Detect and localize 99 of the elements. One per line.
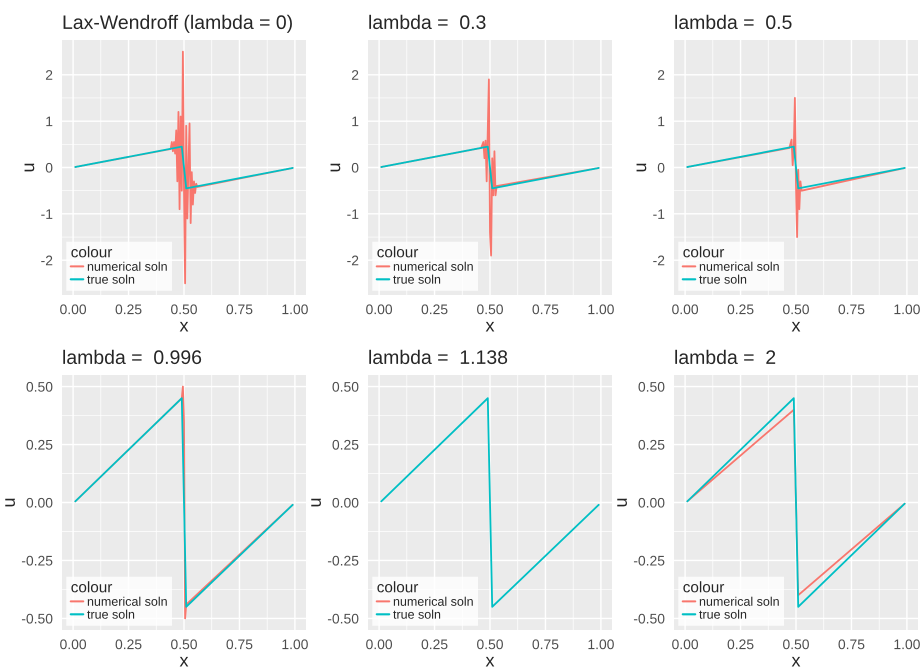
x-axis-title: x <box>792 322 800 332</box>
y-axis-title: u <box>617 498 627 506</box>
y-tick-label: -2 <box>653 256 664 266</box>
y-tick-label: -1 <box>41 209 52 219</box>
legend-title: colour <box>683 246 724 258</box>
x-tick-label: 0.00 <box>366 639 392 650</box>
y-tick-label: 0.00 <box>638 498 664 508</box>
y-tick-label: -1 <box>653 209 664 219</box>
y-tick-label: -2 <box>41 256 52 266</box>
chart-title: lambda = 0.3 <box>369 14 486 30</box>
y-tick-label: 0.25 <box>26 440 52 450</box>
legend-title: colour <box>71 246 112 258</box>
x-tick-label: 0.25 <box>422 304 448 314</box>
y-axis-title: u <box>330 164 340 172</box>
x-tick-label: 1.00 <box>894 639 920 650</box>
x-tick-label: 0.00 <box>672 639 698 650</box>
y-tick-label: 0.50 <box>638 382 664 392</box>
x-tick-label: 0.50 <box>783 304 809 314</box>
legend-label: numerical soln <box>700 596 779 606</box>
y-tick-label: -0.50 <box>328 614 358 624</box>
x-tick-label: 0.50 <box>477 639 503 650</box>
y-tick-label: 0.50 <box>332 382 358 392</box>
line-series <box>74 146 294 190</box>
y-tick-label: 0 <box>46 162 52 173</box>
x-tick-label: 0.25 <box>116 304 142 314</box>
x-axis-title: x <box>180 322 188 332</box>
x-tick-label: 1.00 <box>894 304 920 314</box>
x-tick-label: 0.75 <box>226 639 252 650</box>
y-tick-label: 0 <box>352 162 358 173</box>
x-tick-label: 0.25 <box>116 639 142 650</box>
legend-label: numerical soln <box>394 262 473 271</box>
x-tick-label: 0.75 <box>226 304 252 314</box>
x-tick-label: 1.00 <box>282 304 308 314</box>
legend-label: numerical soln <box>88 262 167 271</box>
y-axis-title: u <box>24 164 34 172</box>
x-tick-label: 0.25 <box>728 304 754 314</box>
y-tick-label: 0.00 <box>332 498 358 508</box>
x-tick-label: 0.75 <box>838 639 864 650</box>
x-tick-label: 0.25 <box>728 639 754 650</box>
y-tick-label: 1 <box>352 116 358 126</box>
y-tick-label: -1 <box>347 209 358 219</box>
legend-label: numerical soln <box>700 262 779 271</box>
x-tick-label: 0.25 <box>422 639 448 650</box>
x-axis-title: x <box>486 656 494 666</box>
x-tick-label: 0.00 <box>60 304 86 314</box>
x-tick-label: 1.00 <box>588 304 614 314</box>
x-tick-label: 0.00 <box>366 304 392 314</box>
legend-title: colour <box>377 246 418 258</box>
y-tick-label: -2 <box>347 256 358 266</box>
x-tick-label: 0.50 <box>171 639 197 650</box>
x-tick-label: 0.00 <box>672 304 698 314</box>
y-tick-label: 0.25 <box>638 440 664 450</box>
x-tick-label: 0.50 <box>171 304 197 314</box>
y-tick-label: -0.25 <box>328 556 358 566</box>
y-tick-label: 0.00 <box>26 498 52 508</box>
line-series <box>686 146 906 190</box>
x-tick-label: 0.75 <box>532 304 558 314</box>
y-tick-label: 1 <box>46 116 52 126</box>
legend-title: colour <box>71 581 112 592</box>
legend-title: colour <box>683 581 724 592</box>
x-tick-label: 0.75 <box>838 304 864 314</box>
chart-title: Lax-Wendroff (lambda = 0) <box>64 14 292 33</box>
x-axis-title: x <box>792 656 800 666</box>
y-tick-label: 0.25 <box>332 440 358 450</box>
x-tick-label: 1.00 <box>588 639 614 650</box>
legend-title: colour <box>377 581 418 592</box>
y-axis-title: u <box>636 164 646 172</box>
y-tick-label: 0.50 <box>26 382 52 392</box>
y-tick-label: 2 <box>658 70 664 80</box>
y-axis-title: u <box>5 498 15 506</box>
chart-title: lambda = 0.5 <box>675 14 792 30</box>
y-tick-label: -0.50 <box>634 614 664 624</box>
chart-title: lambda = 2 <box>675 350 776 364</box>
x-tick-label: 0.50 <box>477 304 503 314</box>
x-tick-label: 0.50 <box>783 639 809 650</box>
y-tick-label: -0.25 <box>22 556 52 566</box>
y-tick-label: 2 <box>46 70 52 80</box>
legend-label: true soln <box>699 610 746 619</box>
legend-label: true soln <box>393 274 440 284</box>
x-axis-title: x <box>486 322 494 332</box>
line-series <box>380 146 600 190</box>
y-tick-label: 1 <box>658 116 664 126</box>
legend-label: numerical soln <box>394 596 473 606</box>
y-tick-label: 2 <box>352 70 358 80</box>
legend-label: true soln <box>393 610 440 619</box>
legend-label: numerical soln <box>88 596 167 606</box>
x-tick-label: 0.00 <box>60 639 86 650</box>
legend-label: true soln <box>87 610 134 619</box>
chart-title: lambda = 0.996 <box>63 350 202 364</box>
y-tick-label: -0.25 <box>634 556 664 566</box>
legend-label: true soln <box>699 274 746 284</box>
x-axis-title: x <box>180 656 188 666</box>
y-axis-title: u <box>311 498 321 506</box>
x-tick-label: 0.75 <box>532 639 558 650</box>
chart-title: lambda = 1.138 <box>369 350 508 364</box>
legend-label: true soln <box>87 274 134 284</box>
y-tick-label: -0.50 <box>22 614 52 624</box>
y-tick-label: 0 <box>658 162 664 173</box>
x-tick-label: 1.00 <box>282 639 308 650</box>
